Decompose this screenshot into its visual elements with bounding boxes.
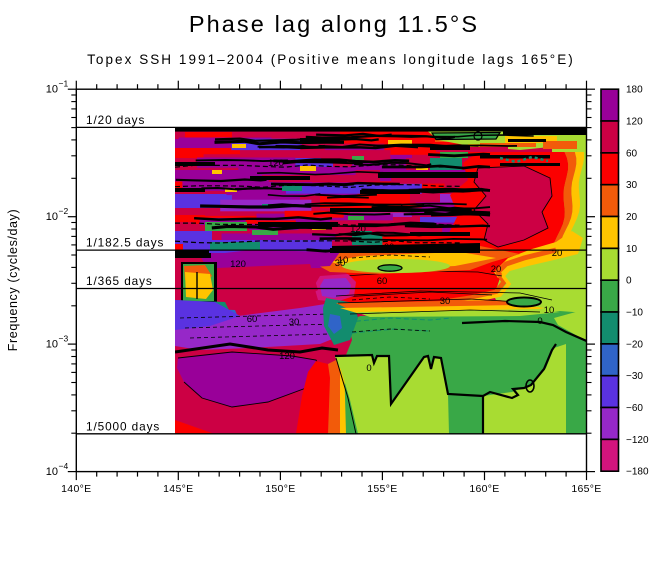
- svg-text:−1: −1: [59, 79, 69, 89]
- svg-text:140°E: 140°E: [61, 483, 91, 495]
- svg-text:Frequency (cycles/day): Frequency (cycles/day): [6, 209, 20, 351]
- svg-text:20: 20: [491, 264, 502, 275]
- svg-text:−30: −30: [626, 371, 643, 382]
- svg-text:30: 30: [289, 317, 300, 328]
- svg-text:10: 10: [626, 244, 638, 255]
- svg-text:0: 0: [626, 276, 632, 287]
- svg-text:165°E: 165°E: [571, 483, 601, 495]
- svg-text:180: 180: [626, 85, 643, 96]
- svg-text:−4: −4: [59, 461, 69, 471]
- svg-text:10: 10: [338, 255, 349, 266]
- svg-text:30: 30: [440, 296, 451, 307]
- svg-text:10: 10: [46, 211, 58, 223]
- svg-text:120: 120: [230, 259, 246, 270]
- svg-text:60: 60: [377, 276, 388, 287]
- svg-text:30: 30: [335, 258, 346, 269]
- svg-text:−10: −10: [626, 308, 643, 319]
- svg-text:120: 120: [626, 117, 643, 128]
- svg-text:0: 0: [366, 363, 371, 374]
- svg-text:1/182.5 days: 1/182.5 days: [86, 236, 164, 250]
- svg-text:−120: −120: [626, 435, 649, 446]
- svg-text:10: 10: [46, 466, 58, 478]
- svg-text:155°E: 155°E: [367, 483, 397, 495]
- svg-text:−2: −2: [59, 206, 69, 216]
- svg-text:20: 20: [552, 248, 563, 259]
- svg-text:1/20 days: 1/20 days: [86, 113, 145, 127]
- svg-text:145°E: 145°E: [163, 483, 193, 495]
- svg-text:10: 10: [544, 305, 555, 316]
- svg-text:60: 60: [247, 314, 258, 325]
- svg-text:60: 60: [626, 148, 638, 159]
- svg-text:150°E: 150°E: [265, 483, 295, 495]
- svg-text:0: 0: [537, 316, 542, 327]
- svg-text:0: 0: [460, 120, 465, 131]
- svg-text:20: 20: [626, 212, 638, 223]
- svg-text:−180: −180: [626, 467, 649, 478]
- svg-text:10: 10: [46, 84, 58, 96]
- svg-text:Topex SSH 1991–2004 (Positive: Topex SSH 1991–2004 (Positive means long…: [87, 52, 575, 67]
- svg-text:30: 30: [626, 180, 638, 191]
- svg-text:120: 120: [268, 158, 284, 169]
- svg-text:−20: −20: [626, 339, 643, 350]
- svg-text:Phase lag along 11.5°S: Phase lag along 11.5°S: [189, 11, 479, 37]
- svg-text:160°E: 160°E: [469, 483, 499, 495]
- svg-text:−60: −60: [626, 403, 643, 414]
- svg-text:1/365 days: 1/365 days: [86, 274, 153, 288]
- svg-text:10: 10: [46, 339, 58, 351]
- svg-text:1/5000 days: 1/5000 days: [86, 419, 160, 433]
- svg-text:120: 120: [350, 224, 366, 235]
- svg-text:−3: −3: [59, 334, 69, 344]
- svg-text:120: 120: [279, 351, 295, 362]
- svg-text:60: 60: [384, 242, 395, 253]
